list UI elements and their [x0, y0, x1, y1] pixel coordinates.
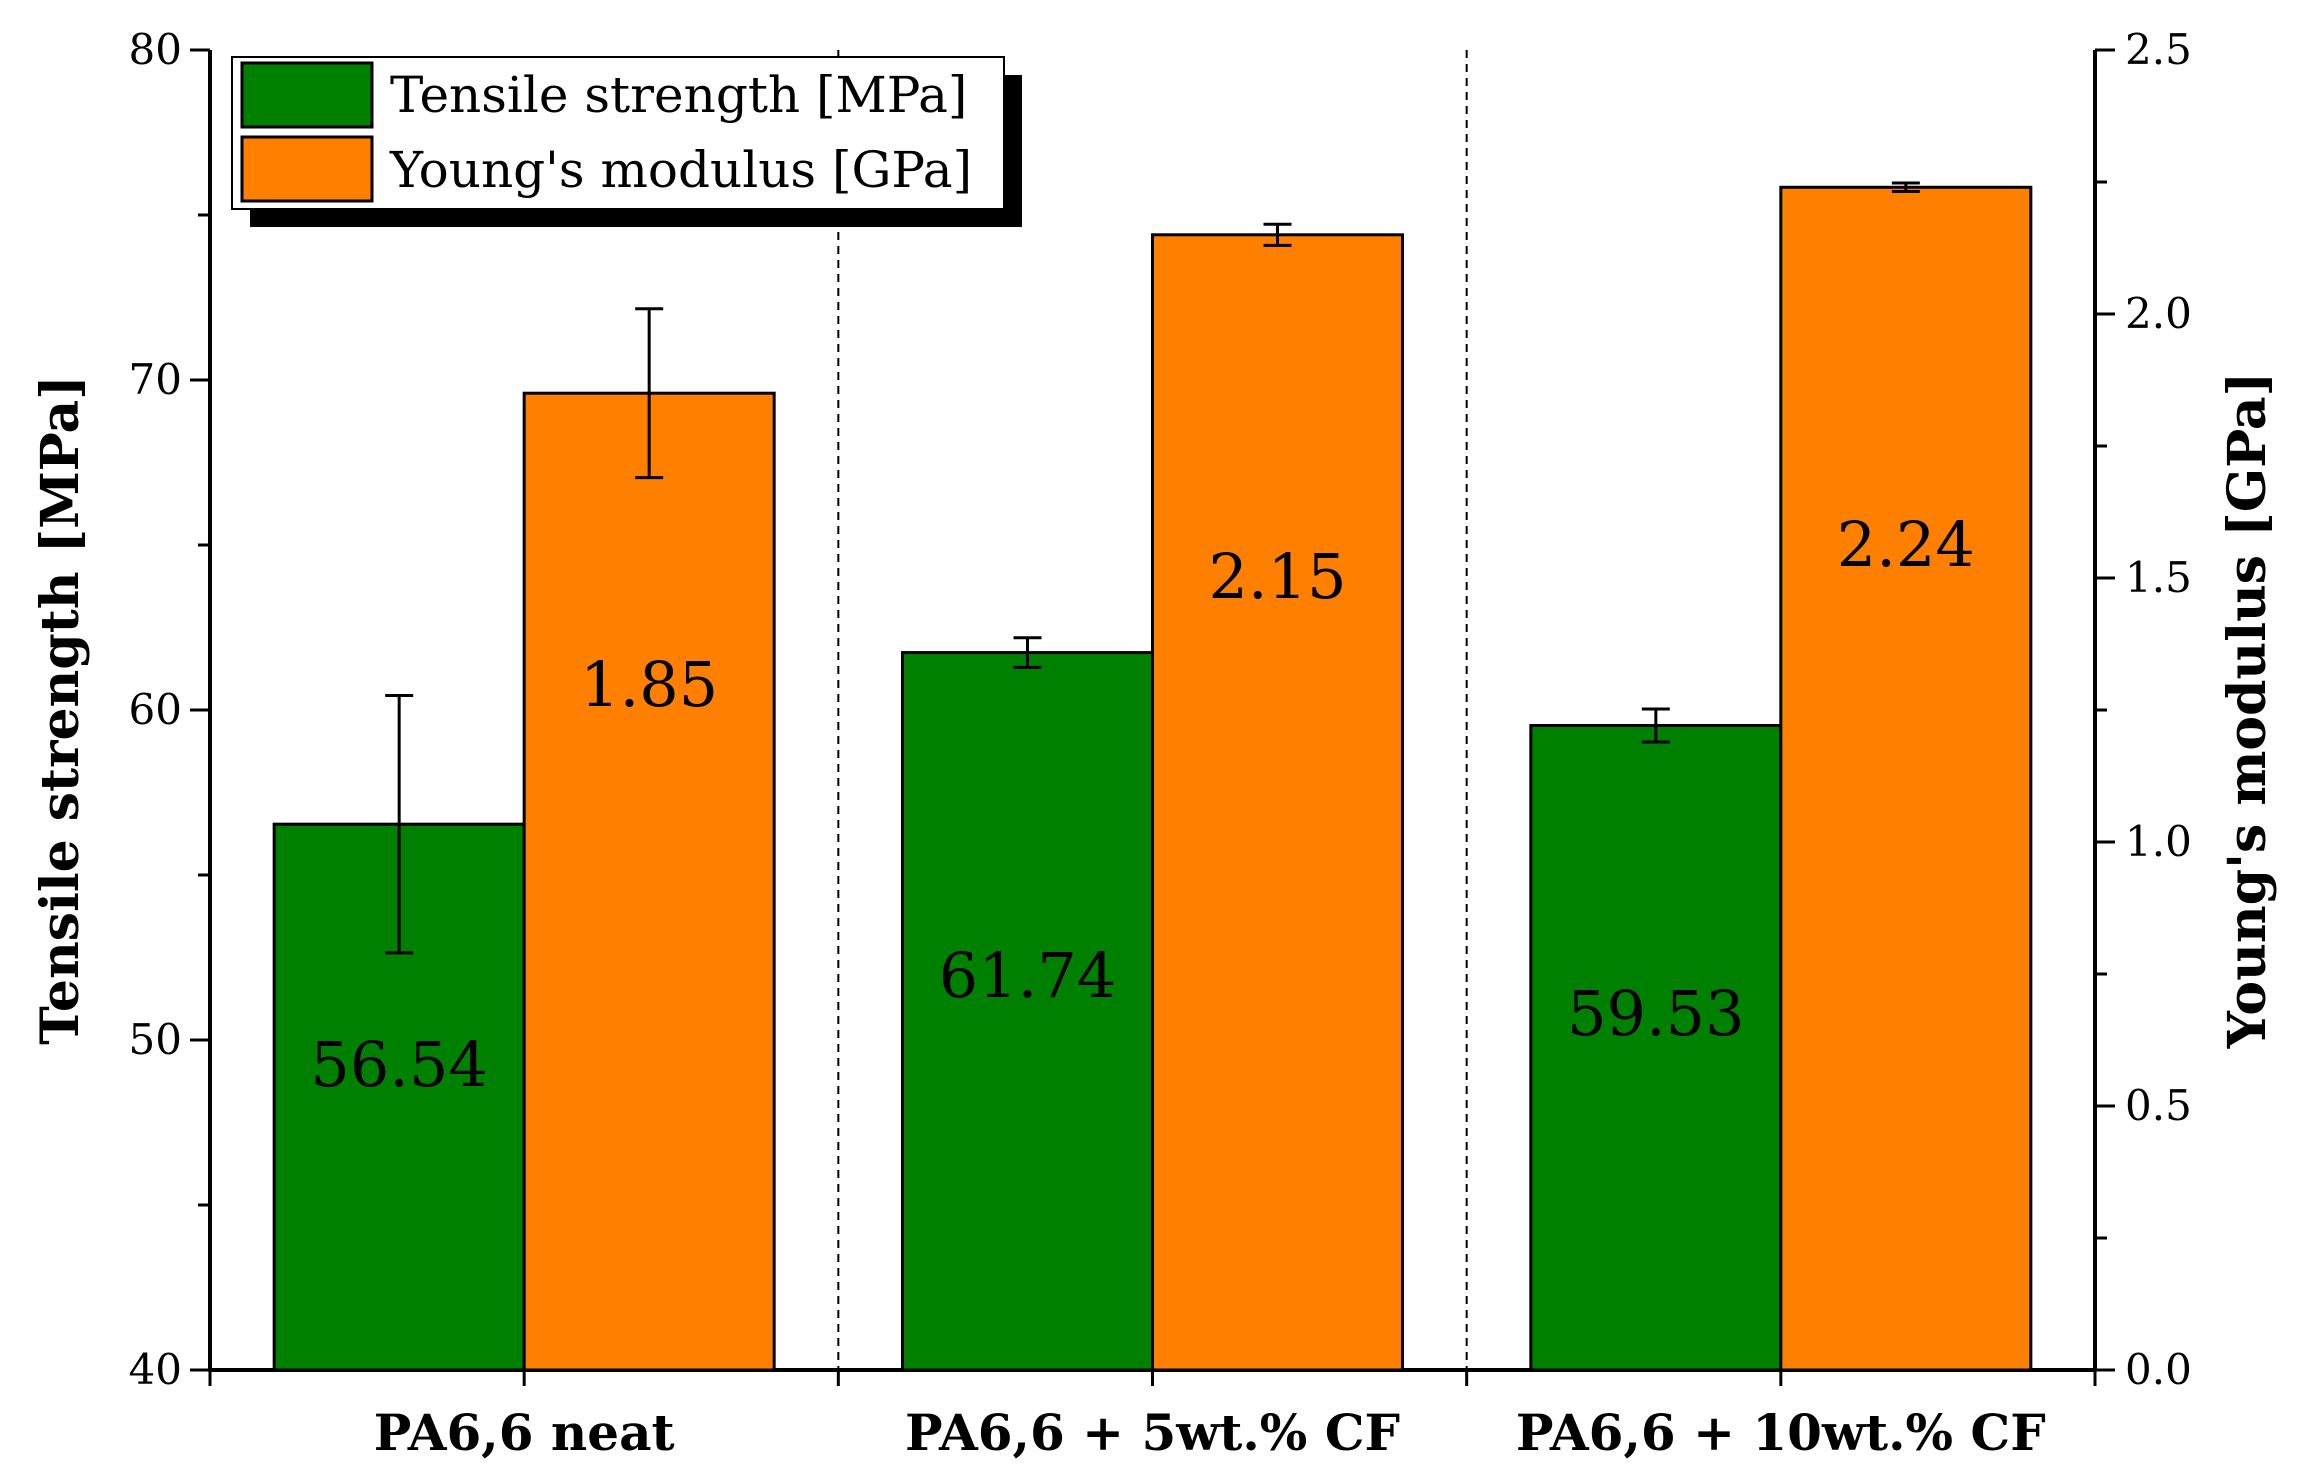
legend: Tensile strength [MPa] Young's modulus […	[231, 56, 1022, 227]
right-axis-ticks: 0.0 0.5 1.0 1.5 2.0 2.5	[2095, 25, 2192, 1394]
category-label-1: PA6,6 neat	[374, 1403, 675, 1462]
error-bar-tensile-2	[1013, 636, 1042, 669]
right-tick-label: 0.5	[2125, 1081, 2192, 1130]
left-axis-ticks: 40 50 60 70 80	[129, 25, 210, 1394]
category-label-3: PA6,6 + 10wt.% CF	[1516, 1403, 2046, 1462]
value-label-youngs-3: 2.24	[1837, 508, 1975, 581]
bar-youngs-1	[522, 391, 776, 1372]
left-tick-label: 40	[129, 1345, 182, 1394]
value-label-tensile-2: 61.74	[939, 939, 1117, 1012]
left-tick-label: 50	[129, 1015, 182, 1064]
bar-youngs-2	[1151, 233, 1404, 1372]
right-tick-label: 2.5	[2125, 25, 2192, 74]
value-label-youngs-2: 2.15	[1208, 540, 1346, 613]
error-bar-youngs-1	[635, 307, 664, 480]
bars-group	[272, 185, 2033, 1372]
right-axis-title: Young's modulus [GPa]	[2217, 372, 2278, 1049]
legend-swatch-tensile	[240, 61, 374, 129]
error-bar-tensile-3	[1641, 707, 1670, 744]
error-bars-group	[385, 181, 1920, 955]
value-label-youngs-1: 1.85	[580, 648, 718, 721]
right-tick-label: 1.5	[2125, 553, 2192, 602]
value-label-tensile-3: 59.53	[1567, 977, 1745, 1050]
right-tick-label: 1.0	[2125, 817, 2192, 866]
category-label-2: PA6,6 + 5wt.% CF	[905, 1403, 1400, 1462]
left-tick-label: 70	[129, 355, 182, 404]
bar-tensile-2	[901, 651, 1154, 1372]
x-axis-ticks	[208, 1370, 2097, 1386]
left-tick-label: 80	[129, 25, 182, 74]
error-bar-youngs-2	[1263, 222, 1292, 247]
legend-label-youngs: Young's modulus [GPa]	[389, 141, 972, 199]
left-axis-title: Tensile strength [MPa]	[30, 375, 91, 1045]
error-bar-tensile-1	[385, 693, 414, 955]
bar-youngs-3	[1779, 185, 2033, 1372]
right-tick-label: 0.0	[2125, 1345, 2192, 1394]
bar-tensile-3	[1529, 724, 1783, 1372]
right-tick-label: 2.0	[2125, 289, 2192, 338]
left-tick-label: 60	[129, 685, 182, 734]
category-labels: PA6,6 neat PA6,6 + 5wt.% CF PA6,6 + 10wt.%…	[374, 1403, 2046, 1462]
value-label-tensile-1: 56.54	[310, 1028, 488, 1101]
legend-swatch-youngs	[240, 135, 374, 203]
legend-label-tensile: Tensile strength [MPa]	[390, 66, 967, 124]
category-separators	[837, 50, 1468, 1370]
value-labels-group: 56.54 1.85 61.74 2.15 59.53 2.24	[310, 508, 1974, 1101]
error-bar-youngs-3	[1891, 181, 1920, 194]
